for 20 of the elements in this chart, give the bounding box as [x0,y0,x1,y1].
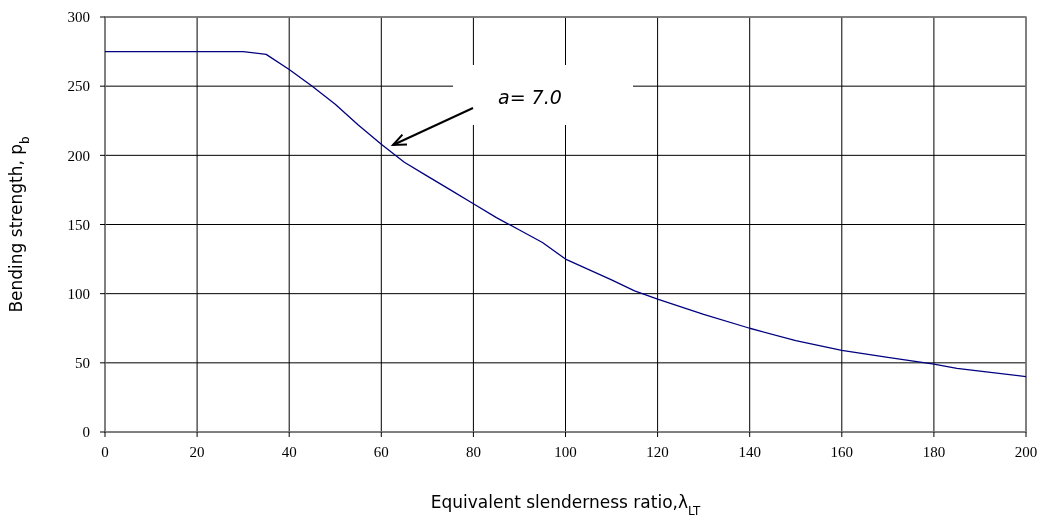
x-tick-label: 60 [373,444,389,460]
x-tick-label: 80 [465,444,481,460]
x-tick-label: 120 [646,444,669,460]
x-tick-label: 100 [554,444,577,460]
annotation: a= 7.0 [498,85,562,108]
x-tick-label: 40 [281,444,297,460]
x-tick-label: 140 [738,444,761,460]
y-tick-label: 250 [67,78,90,95]
y-tick-label: 50 [75,355,90,372]
x-tick-label: 200 [1014,444,1038,460]
x-tick-label: 180 [922,444,946,460]
y-tick-label: 300 [67,9,90,26]
x-tick-label: 160 [830,444,854,460]
y-tick-label: 150 [67,216,90,233]
x-tick-label: 20 [189,444,205,460]
y-tick-label: 0 [82,424,90,441]
y-tick-label: 100 [67,285,90,302]
x-tick-label: 0 [101,444,109,460]
y-tick-label: 200 [67,147,90,164]
x-axis-title: Equivalent slenderness ratio,λ$_{LT}$ [430,492,702,518]
